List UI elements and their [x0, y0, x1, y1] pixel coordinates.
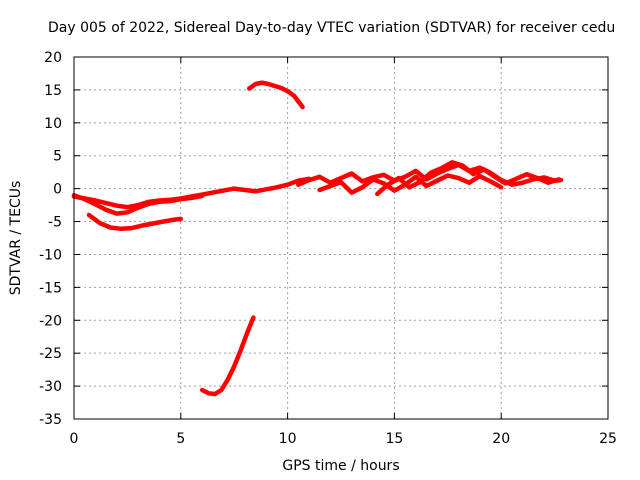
- y-tick-label: -5: [48, 215, 62, 231]
- y-tick-label: -35: [39, 412, 62, 428]
- tick-labels: 0 5 10 15 20 25 20 15 10 5 0 -5 -10 -15 -20 -25 -30 -35: [39, 50, 617, 447]
- series-arc-h: [375, 160, 562, 197]
- y-tick-label: -20: [39, 313, 62, 329]
- y-tick-label: 15: [44, 83, 62, 99]
- x-axis-title: GPS time / hours: [282, 458, 399, 474]
- y-axis-title: SDTVAR / TECUs: [8, 181, 24, 296]
- x-tick-label: 5: [176, 431, 185, 447]
- chart-title: Day 005 of 2022, Sidereal Day-to-day VTE…: [48, 20, 615, 36]
- x-tick-label: 15: [385, 431, 403, 447]
- y-tick-label: 10: [44, 116, 62, 132]
- series-arc-g: [317, 173, 504, 195]
- y-tick-label: -15: [39, 280, 62, 296]
- plot-frame: [73, 56, 609, 420]
- grid-lines: [74, 57, 608, 419]
- series-arc-f: [296, 162, 564, 187]
- series-arc-a: [71, 176, 312, 210]
- axis-ticks: [73, 56, 609, 420]
- x-tick-label: 0: [70, 431, 79, 447]
- x-tick-label: 20: [492, 431, 510, 447]
- y-tick-label: 20: [44, 50, 62, 66]
- series-arc-b: [71, 192, 205, 216]
- y-tick-label: -10: [39, 247, 62, 263]
- y-tick-label: -30: [39, 379, 62, 395]
- x-tick-label: 25: [599, 431, 617, 447]
- y-tick-label: -25: [39, 346, 62, 362]
- y-tick-label: 0: [53, 182, 62, 198]
- x-tick-label: 10: [279, 431, 297, 447]
- series-layer: [71, 80, 564, 397]
- series-arc-c: [86, 212, 184, 232]
- series-arc-d: [246, 80, 305, 110]
- y-tick-label: 5: [53, 149, 62, 165]
- series-arc-e: [199, 315, 256, 397]
